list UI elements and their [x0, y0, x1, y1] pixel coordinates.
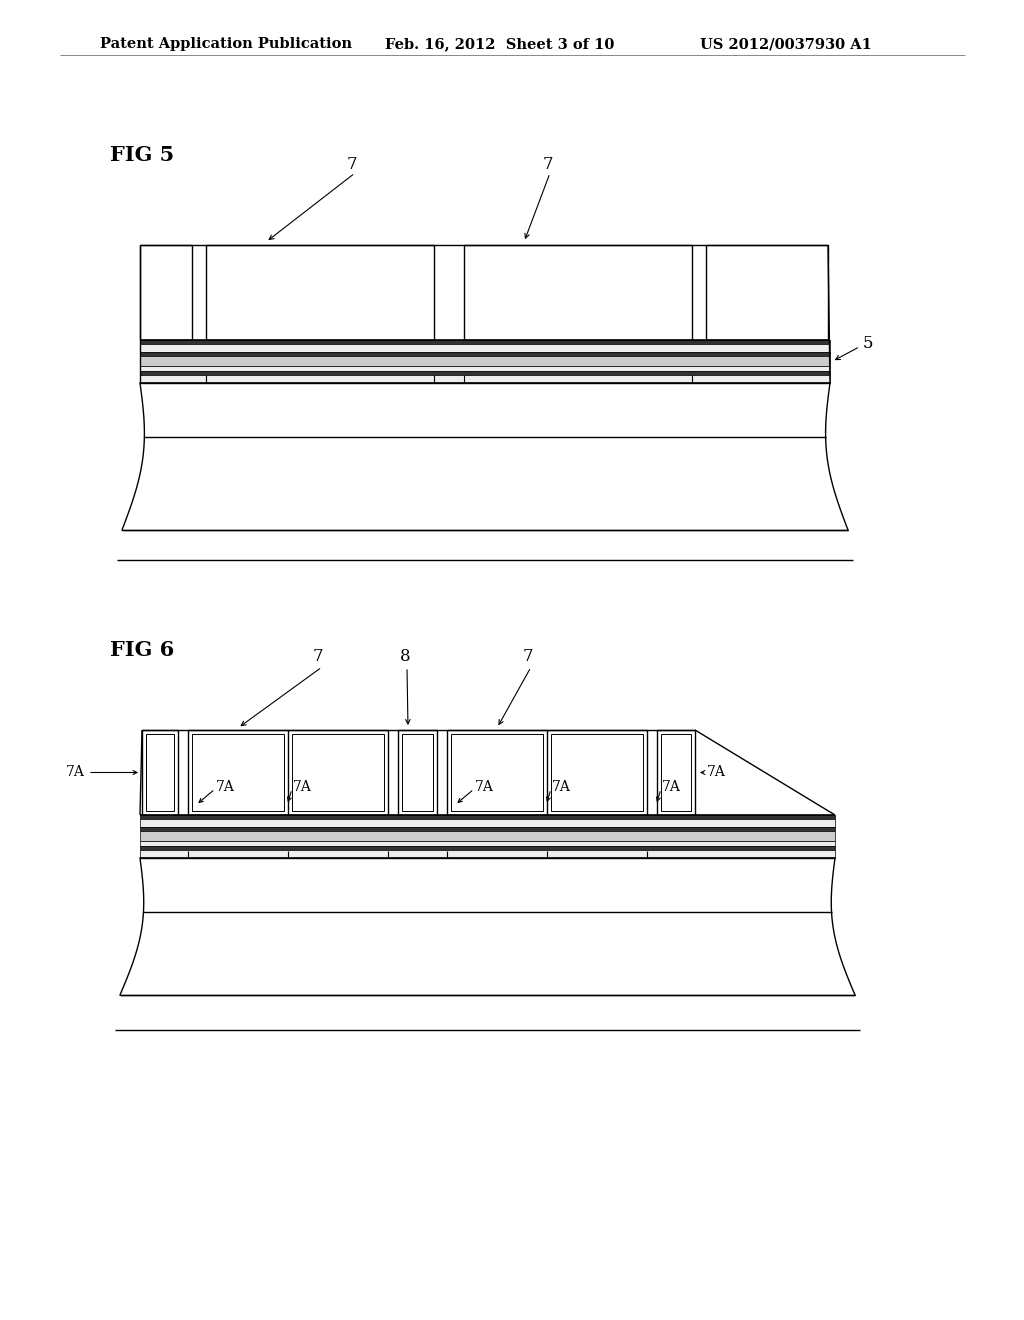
Bar	[292, 734, 384, 810]
Bar	[447, 730, 647, 814]
Bar	[193, 734, 284, 810]
Text: 7: 7	[522, 648, 534, 665]
Bar	[142, 730, 178, 814]
Text: Feb. 16, 2012  Sheet 3 of 10: Feb. 16, 2012 Sheet 3 of 10	[385, 37, 614, 51]
Bar	[551, 734, 643, 810]
Text: FIG 6: FIG 6	[110, 640, 174, 660]
Bar	[146, 734, 174, 810]
Bar	[140, 828, 835, 832]
Bar	[657, 730, 695, 814]
Text: 5: 5	[863, 335, 873, 352]
Text: 7A: 7A	[67, 766, 85, 780]
Bar	[662, 734, 691, 810]
Bar	[402, 734, 433, 810]
Text: 7A: 7A	[707, 766, 726, 780]
Bar	[140, 352, 830, 356]
Bar	[140, 841, 835, 846]
Text: 7: 7	[312, 648, 324, 665]
Bar	[140, 375, 830, 383]
Bar	[140, 814, 835, 818]
Bar	[398, 730, 437, 814]
Text: FIG 5: FIG 5	[110, 145, 174, 165]
Text: 7A: 7A	[475, 780, 494, 795]
Bar	[140, 371, 830, 375]
Bar	[140, 345, 830, 352]
Text: 7: 7	[543, 156, 553, 173]
Bar	[140, 832, 835, 841]
Bar	[140, 246, 193, 341]
Bar	[140, 356, 830, 366]
Bar	[140, 850, 835, 858]
Text: 7A: 7A	[552, 780, 570, 795]
Bar	[140, 366, 830, 371]
Text: 8: 8	[399, 648, 411, 665]
Text: Patent Application Publication: Patent Application Publication	[100, 37, 352, 51]
Bar	[206, 246, 434, 341]
Text: 7A: 7A	[662, 780, 681, 795]
Bar	[464, 246, 692, 341]
Text: 7: 7	[347, 156, 357, 173]
Bar	[451, 734, 543, 810]
Text: 7A: 7A	[293, 780, 312, 795]
Bar	[140, 818, 835, 828]
Bar	[140, 846, 835, 850]
Text: 7A: 7A	[216, 780, 234, 795]
Text: US 2012/0037930 A1: US 2012/0037930 A1	[700, 37, 871, 51]
Bar	[706, 246, 828, 341]
Bar	[140, 341, 830, 345]
Bar	[188, 730, 388, 814]
